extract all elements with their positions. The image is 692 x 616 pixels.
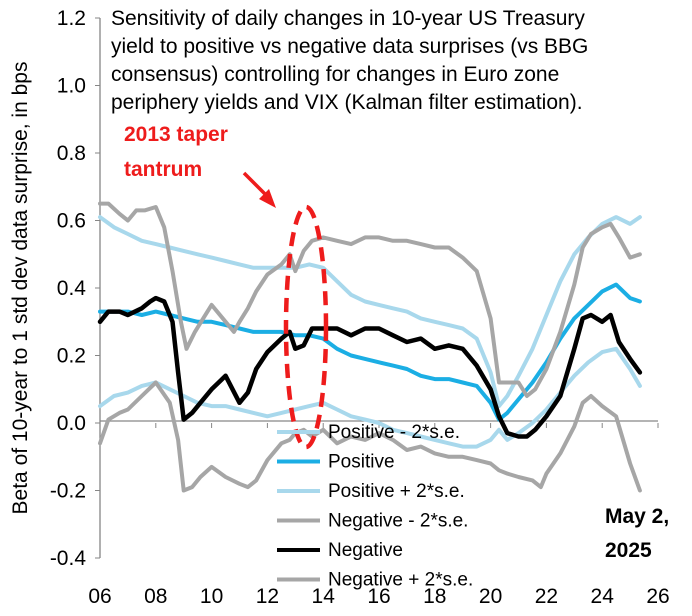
series-lines: [97, 201, 643, 493]
x-tick-label: 12: [256, 585, 279, 608]
y-tick-label: 0.2: [57, 345, 86, 368]
x-tick-label: 22: [535, 585, 558, 608]
series-line-5: [97, 295, 643, 439]
x-tick-label: 18: [423, 585, 446, 608]
y-tick-label: -0.4: [50, 547, 87, 570]
y-tick-label: -0.2: [50, 480, 86, 503]
x-tick-label: 08: [144, 585, 167, 608]
legend: Positive - 2*s.e. Positive Positive + 2*s.…: [277, 422, 473, 591]
legend-label: Negative + 2*s.e.: [328, 570, 473, 591]
legend-label: Positive: [328, 452, 395, 473]
taper-tantrum-label-line2: tantrum: [124, 158, 202, 181]
y-tick-label: 1.0: [57, 75, 86, 98]
x-tick-labels: 06 08 10 12 14 16 18 20 22 24 26: [88, 423, 670, 608]
date-annotation-line1: May 2,: [605, 505, 669, 528]
series-line-3: [98, 215, 642, 409]
x-tick-label: 26: [646, 585, 669, 608]
chart-title-line-3: consensus) controlling for changes in Eu…: [111, 63, 559, 86]
x-tick-label: 16: [367, 585, 390, 608]
x-tick-label: 14: [312, 585, 336, 608]
chart-title-line-1: Sensitivity of daily changes in 10-year …: [111, 7, 585, 30]
x-tick-label: 10: [200, 585, 223, 608]
x-tick-label: 20: [479, 585, 502, 608]
date-annotation-line2: 2025: [605, 539, 652, 562]
series-line-1: [98, 346, 642, 449]
series-line-6: [98, 201, 642, 398]
y-tick-label: 1.2: [57, 7, 86, 30]
series-line-4: [98, 380, 642, 493]
x-tick-label: 24: [591, 585, 615, 608]
taper-tantrum-highlight-ellipse: [283, 204, 329, 450]
y-tick-labels: -0.4 -0.2 0.0 0.2 0.4 0.6 0.8 1.0 1.2: [50, 7, 100, 570]
y-tick-label: 0.4: [57, 277, 87, 300]
y-tick-label: 0.8: [57, 142, 86, 165]
legend-label: Negative: [328, 540, 403, 561]
x-tick-label: 06: [88, 585, 111, 608]
y-tick-label: 0.0: [57, 412, 86, 435]
taper-tantrum-arrow: [242, 171, 276, 208]
chart-title: Sensitivity of daily changes in 10-year …: [111, 7, 588, 114]
y-axis-label: Beta of 10-year to 1 std dev data surpri…: [9, 62, 32, 515]
legend-label: Negative - 2*s.e.: [328, 511, 468, 532]
legend-label: Positive - 2*s.e.: [328, 422, 460, 443]
y-tick-label: 0.6: [57, 210, 86, 233]
taper-tantrum-label-line1: 2013 taper: [124, 123, 228, 146]
chart-title-line-2: yield to positive vs negative data surpr…: [111, 35, 588, 58]
legend-label: Positive + 2*s.e.: [328, 481, 465, 502]
chart-title-line-4: periphery yields and VIX (Kalman filter …: [111, 91, 583, 114]
